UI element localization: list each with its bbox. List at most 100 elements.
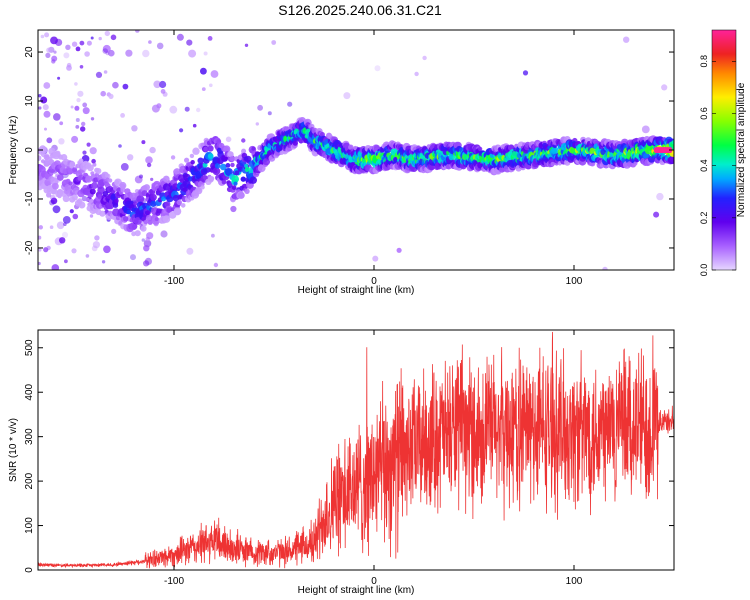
spectrogram-noise-blob	[396, 247, 402, 253]
spectrogram-ridge-blob	[41, 146, 48, 154]
spectrogram-noise-blob	[623, 36, 630, 43]
snr-series-line	[38, 331, 674, 569]
spectrogram-ridge-blob	[91, 182, 98, 190]
spectrogram-ridge-blob	[87, 164, 94, 172]
spectrogram-ridge-blob	[56, 174, 64, 181]
spectrogram-noise-blob	[49, 194, 56, 201]
spectrogram-ridge-blob	[78, 201, 86, 209]
y-tick-label: 300	[24, 428, 35, 445]
spectrogram-ridge-blob	[162, 215, 171, 223]
spectrogram-ridge-blob	[231, 175, 239, 183]
spectrogram-ridge-blob	[227, 151, 234, 158]
spectrogram-noise-blob	[43, 82, 51, 89]
spectrogram-y-label: Frequency (Hz)	[8, 116, 19, 185]
spectrogram-noise-blob	[100, 90, 106, 97]
spectrogram-noise-blob	[80, 126, 86, 132]
spectrogram-noise-blob	[89, 214, 94, 218]
spectrogram-noise-blob	[110, 34, 117, 41]
spectrogram-noise-blob	[90, 36, 94, 40]
spectrogram-noise-blob	[75, 46, 81, 52]
spectrogram-noise-blob	[65, 44, 71, 50]
spectrogram-noise-blob	[53, 113, 61, 121]
spectrogram-noise-blob	[225, 136, 232, 143]
spectrogram-noise-blob	[169, 105, 178, 114]
spectrogram-ridge-blob	[669, 156, 674, 163]
spectrogram-noise-blob	[58, 138, 65, 145]
spectrogram-ridge-blob	[166, 207, 173, 213]
spectrogram-ridge-blob	[95, 168, 102, 174]
spectrogram-ridge-blob	[671, 146, 674, 151]
spectrogram-ridge-blob	[257, 164, 266, 173]
spectrogram-noise-blob	[56, 221, 65, 230]
spectrogram-noise-blob	[372, 255, 379, 262]
spectrogram-noise-blob	[71, 248, 77, 254]
spectrogram-noise-blob	[602, 266, 608, 270]
y-tick-label: 0	[24, 147, 35, 153]
spectrogram-noise-blob	[82, 102, 88, 108]
spectrogram-noise-blob	[53, 50, 57, 54]
spectrogram-ridge-blob	[68, 181, 73, 186]
y-tick-label: 200	[24, 472, 35, 489]
spectrogram-noise-blob	[66, 65, 72, 71]
spectrogram-ridge-blob	[71, 194, 78, 201]
spectrogram-ridge-blob	[174, 208, 181, 216]
spectrogram-marks	[38, 30, 674, 270]
spectrogram-ridge-blob	[550, 161, 555, 167]
spectrogram-ridge-blob	[136, 195, 145, 203]
colorbar-ticks: 0.0 0.2 0.4 0.6 0.8	[699, 55, 736, 276]
spectrogram-noise-blob	[90, 117, 95, 121]
spectrogram-noise-blob	[102, 44, 111, 53]
spectrogram-ridge-blob	[251, 146, 256, 151]
spectrogram-noise-blob	[257, 104, 263, 111]
spectrogram-noise-blob	[213, 262, 219, 268]
spectrogram-ridge-blob	[119, 181, 127, 190]
spectrogram-noise-blob	[156, 103, 162, 109]
spectrogram-ridge-blob	[190, 160, 195, 165]
spectrogram-peak-mark	[654, 147, 672, 153]
spectrogram-noise-blob	[203, 51, 208, 56]
spectrogram-noise-blob	[159, 80, 167, 89]
spectrogram-noise-blob	[86, 142, 91, 147]
spectrogram-ridge-blob	[38, 175, 43, 181]
spectrogram-noise-blob	[42, 104, 49, 111]
spectrogram-ridge-blob	[78, 158, 84, 163]
spectrogram-noise-blob	[201, 87, 206, 91]
spectrogram-ridge-blob	[244, 166, 251, 173]
x-tick-label: -100	[164, 576, 184, 587]
spectrogram-noise-blob	[186, 247, 194, 255]
spectrogram-ridge-blob	[224, 168, 233, 176]
spectrogram-noise-blob	[108, 93, 114, 99]
spectrogram-noise-blob	[44, 32, 50, 38]
spectrogram-ridge-blob	[223, 146, 230, 153]
spectrogram-noise-blob	[160, 230, 168, 238]
spectrogram-noise-blob	[38, 235, 42, 240]
spectrogram-ridge-blob	[205, 167, 211, 173]
spectrogram-noise-blob	[139, 174, 143, 179]
spectrogram-noise-blob	[91, 158, 96, 164]
spectrogram-noise-blob	[414, 71, 419, 77]
spectrogram-ridge-blob	[162, 175, 170, 183]
spectrogram-noise-blob	[153, 80, 161, 89]
spectrogram-ridge-blob	[133, 201, 138, 206]
spectrogram-noise-blob	[76, 98, 81, 103]
spectrogram-noise-blob	[52, 205, 61, 214]
spectrogram-noise-blob	[45, 52, 51, 59]
spectrogram-noise-blob	[127, 154, 134, 161]
spectrogram-ridge-blob	[38, 155, 42, 161]
spectrogram-noise-blob	[50, 36, 58, 45]
spectrogram-noise-blob	[92, 241, 100, 249]
colorbar-tick-label: 0.0	[699, 264, 709, 277]
snr-frame	[37, 329, 675, 571]
spectrogram-noise-blob	[149, 146, 156, 154]
spectrogram-noise-blob	[271, 40, 277, 45]
spectrogram-noise-blob	[287, 101, 293, 107]
spectrogram-noise-blob	[74, 82, 78, 86]
spectrogram-noise-blob	[46, 245, 51, 251]
y-tick-label: 100	[24, 517, 35, 534]
spectrogram-ridge-blob	[192, 147, 200, 155]
y-tick-label: -20	[24, 240, 35, 255]
spectrogram-ridge-blob	[44, 156, 53, 165]
spectrogram-noise-blob	[49, 225, 54, 229]
spectrogram-ridge-blob	[196, 187, 201, 192]
spectrogram-noise-blob	[241, 138, 246, 143]
